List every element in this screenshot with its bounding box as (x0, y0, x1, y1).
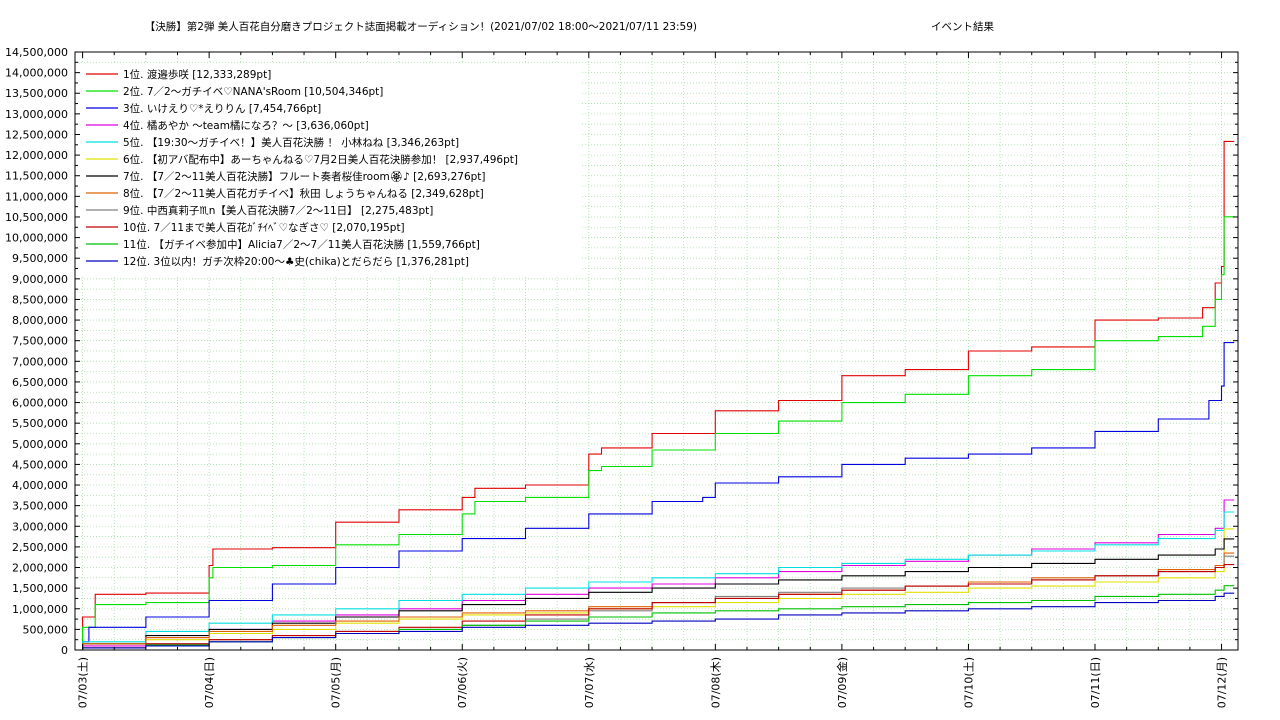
x-tick-label: 07/07(水) (583, 657, 596, 708)
series-line-10 (77, 564, 1235, 651)
x-tick-label: 07/06(火) (456, 657, 469, 708)
series-line-2 (77, 216, 1235, 651)
legend-entry: 5位. 【19:30〜ガチイベ！】美人百花決勝 ！ 小林ねね [3,346,26… (123, 136, 459, 149)
legend-background (77, 64, 582, 277)
y-tick-label: 14,000,000 (5, 67, 68, 80)
series-line-5 (77, 511, 1235, 651)
y-tick-label: 13,500,000 (5, 87, 68, 100)
series-line-4 (77, 499, 1235, 651)
y-tick-label: 1,500,000 (12, 582, 68, 595)
legend-entry: 12位. 3位以内！ガチ次枠20:00〜♣史(chika)とだらだら [1,37… (123, 255, 469, 268)
legend-entry: 9位. 中西真莉子♏n【美人百花決勝7／2〜11日】 [2,275,483pt] (123, 204, 433, 217)
y-tick-label: 12,000,000 (5, 149, 68, 162)
y-tick-label: 7,500,000 (12, 335, 68, 348)
legend: 1位. 渡邉歩咲 [12,333,289pt] 2位. 7／2〜ガチイベ♡NANA… (86, 68, 518, 268)
series-line-7 (77, 538, 1235, 651)
legend-entry: 7位. 【7／2〜11美人百花決勝】フルート奏者桜佳room🏵♪ [2,693,… (123, 170, 486, 183)
y-tick-label: 500,000 (23, 623, 69, 636)
y-tick-label: 4,500,000 (12, 458, 68, 471)
y-tick-label: 10,000,000 (5, 232, 68, 245)
legend-entry: 4位. 橘あやか 〜team橘になろ？〜 [3,636,060pt] (123, 119, 369, 132)
legend-entry: 10位. 7／11まで美人百花ｶﾞﾁｲﾍﾞ♡なぎさ♡ [2,070,195pt] (123, 221, 405, 234)
grid-lines (75, 51, 1238, 651)
y-tick-label: 6,000,000 (12, 397, 68, 410)
x-tick-label: 07/11(日) (1089, 657, 1102, 708)
x-tick-label: 07/04(日) (203, 657, 216, 708)
chart-subtitle: イベント結果 (931, 20, 994, 33)
x-tick-label: 07/05(月) (330, 657, 343, 708)
y-tick-label: 10,500,000 (5, 211, 68, 224)
legend-entry: 11位. 【ガチイベ参加中】Alicia7／2〜7／11美人百花決勝 [1,55… (123, 238, 480, 251)
y-tick-label: 3,500,000 (12, 500, 68, 513)
y-tick-label: 9,500,000 (12, 252, 68, 265)
x-tick-label: 07/08(木) (709, 657, 722, 708)
y-tick-label: 3,000,000 (12, 520, 68, 533)
series-lines (77, 140, 1235, 651)
y-tick-label: 9,000,000 (12, 273, 68, 286)
y-tick-label: 13,000,000 (5, 108, 68, 121)
legend-entry: 2位. 7／2〜ガチイベ♡NANA'sRoom [10,504,346pt] (123, 85, 383, 98)
series-line-1 (77, 140, 1235, 651)
y-tick-label: 0 (61, 644, 68, 657)
x-tick-label: 07/10(土) (962, 657, 975, 708)
y-tick-label: 14,500,000 (5, 46, 68, 59)
y-tick-label: 11,000,000 (5, 190, 68, 203)
axes: 0 500,000 1,000,000 1,500,000 2,000,000 2,500… (5, 46, 1238, 708)
series-line-3 (77, 342, 1235, 651)
legend-entry: 3位. いけえり♡*えりりん [7,454,766pt] (123, 102, 321, 115)
x-tick-label: 07/03(土) (77, 657, 90, 708)
y-tick-label: 11,500,000 (5, 170, 68, 183)
x-tick-label: 07/09(金) (835, 657, 849, 708)
y-tick-label: 2,500,000 (12, 541, 68, 554)
y-tick-label: 5,500,000 (12, 417, 68, 430)
legend-entry: 8位. 【7／2〜11美人百花ガチイベ】秋田 しょうちゃんねる [2,349,6… (123, 187, 484, 200)
y-tick-label: 5,000,000 (12, 438, 68, 451)
legend-entry: 1位. 渡邉歩咲 [12,333,289pt] (123, 68, 271, 81)
y-tick-label: 12,500,000 (5, 128, 68, 141)
y-tick-label: 1,000,000 (12, 603, 68, 616)
y-tick-label: 8,500,000 (12, 293, 68, 306)
y-tick-label: 7,000,000 (12, 355, 68, 368)
y-tick-label: 6,500,000 (12, 376, 68, 389)
series-line-6 (77, 528, 1235, 651)
x-tick-label: 07/12(月) (1216, 657, 1229, 708)
chart-title: 【決勝】第2弾 美人百花自分磨きプロジェクト誌面掲載オーディション！(2021/… (145, 20, 697, 33)
series-line-12 (77, 592, 1235, 651)
y-tick-label: 4,000,000 (12, 479, 68, 492)
series-line-11 (77, 585, 1235, 651)
y-tick-label: 8,000,000 (12, 314, 68, 327)
legend-entry: 6位. 【初アバ配布中】あーちゃんねる♡7月2日美人百花決勝参加！ [2,937… (123, 153, 518, 166)
y-tick-label: 2,000,000 (12, 562, 68, 575)
